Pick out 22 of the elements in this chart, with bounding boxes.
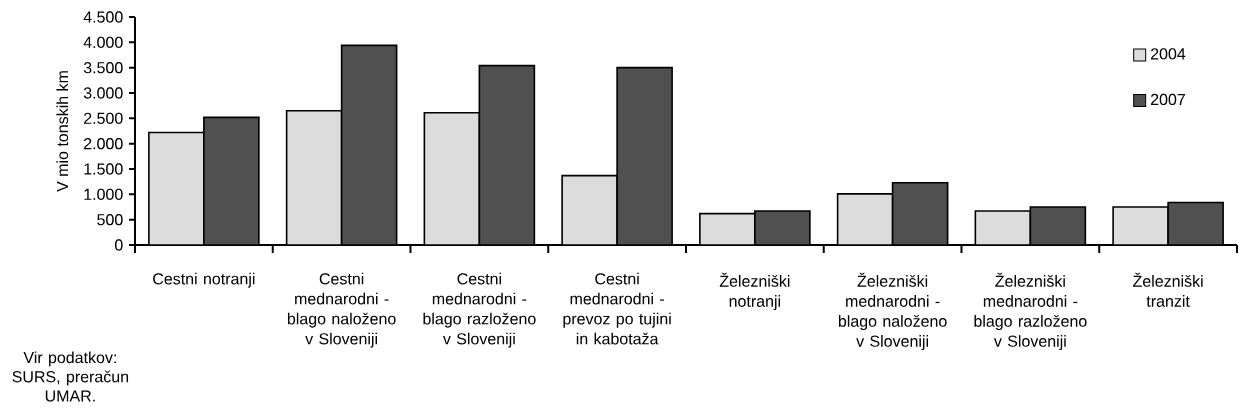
y-tick-label: 1.500 [84,163,123,175]
y-tick-label: 4.500 [83,11,123,23]
x-tick-label: Železniški notranji [719,272,790,311]
x-tick-label: Železniški mednarodni - blago naloženo v Sloveniji [838,272,947,351]
y-tick-label: 2.500 [84,112,123,124]
y-tick-label: 1.000 [84,188,123,200]
y-tick-label: 2.000 [84,138,123,150]
y-tick-label: 3.000 [83,87,123,99]
y-tick-label: 0 [115,239,123,251]
y-tick-label: 3.500 [83,62,123,74]
x-tick-label: Železniški tranzit [1133,272,1203,307]
legend-label: 2004 [1150,48,1186,60]
x-tick-label: Cestni mednarodni - blago naloženo v Sloveniji [287,272,396,348]
legend-label: 2007 [1150,93,1185,106]
y-tick-label: 4.000 [83,36,123,48]
x-tick-label: Cestni mednarodni - prevoz po tujini in kabotaža [563,272,671,345]
x-tick-label: Železniški mednarodni - blago razloženo v Sloveniji [974,272,1087,351]
x-tick-label: Cestni mednarodni - blago razloženo v Sloveniji [423,272,536,348]
y-tick-label: 500 [97,214,123,226]
x-tick-label: Cestni notranji [153,272,255,288]
y-axis-title: V mio tonskih km [56,71,69,192]
text: Vir podatkov: SURS, preračun UMAR. [12,351,129,402]
